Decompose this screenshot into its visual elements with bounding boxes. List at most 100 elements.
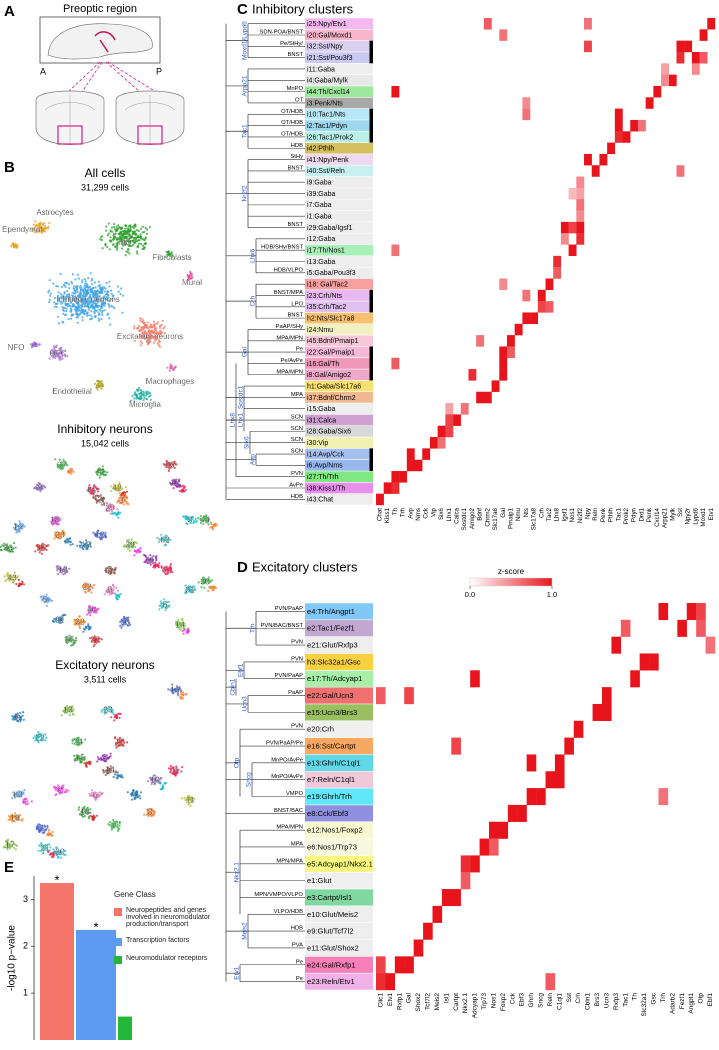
tsne-dot <box>114 592 117 595</box>
column-label: Sostdc1 <box>461 507 468 530</box>
tsne-dot <box>102 535 105 539</box>
tsne-dot <box>86 543 89 547</box>
tsne-dot <box>39 486 42 489</box>
tsne-dot <box>46 227 50 230</box>
heatmap-cell <box>545 973 556 991</box>
tsne-dot <box>101 472 104 475</box>
tsne-dot <box>54 349 57 352</box>
tsne-dot <box>39 230 42 233</box>
tsne-dot <box>166 253 169 256</box>
tsne-dot <box>23 525 26 528</box>
tsne-dot <box>80 286 83 289</box>
tsne-dot <box>54 356 57 359</box>
tsne-dot <box>182 515 185 518</box>
tsne-dot <box>99 793 102 796</box>
tsne-dot <box>158 538 161 542</box>
tsne-dot <box>134 545 137 549</box>
tsne-dot <box>3 575 6 578</box>
tsne-dot <box>91 487 95 490</box>
tsne-dot <box>56 536 60 539</box>
tsne-dot <box>47 544 50 547</box>
tsne-dot <box>70 313 73 316</box>
row-label: e24:Gal/Rxfp1 <box>307 960 356 969</box>
tsne-dot <box>62 458 65 461</box>
tsne-dot <box>53 301 56 304</box>
column-label: Npy <box>585 507 592 519</box>
region-label: MPA/MPN <box>276 369 303 375</box>
region-label: Pe <box>296 959 303 965</box>
tsne-dot <box>145 325 148 328</box>
row-label: i3:Penk/Nts <box>307 100 343 107</box>
heatmap-cell <box>423 922 433 940</box>
cluster-label: 25 <box>65 634 75 644</box>
tsne-dot <box>142 319 145 322</box>
tsne-dot <box>35 827 38 831</box>
tsne-dot <box>79 290 82 294</box>
tree-label: Sncg <box>246 772 253 787</box>
heatmap-cell <box>526 754 537 772</box>
tsne-dot <box>59 468 63 471</box>
heatmap-cell <box>499 369 508 381</box>
tsne-dot <box>85 765 88 768</box>
tsne-dot <box>88 541 91 544</box>
tsne-dot <box>124 486 127 489</box>
tsne-dot <box>71 297 75 300</box>
tsne-dot <box>138 392 141 395</box>
group-bar <box>369 108 373 143</box>
tsne-dot <box>93 311 96 315</box>
tsne-dot <box>82 294 85 297</box>
heatmap-cell <box>696 603 706 621</box>
panel-title: Inhibitory clusters <box>252 1 354 16</box>
tsne-dot <box>123 491 126 494</box>
row-label: i45:Bdnf/Pmaip1 <box>307 338 358 345</box>
tsne-dot <box>20 583 23 586</box>
tsne-dot <box>169 481 172 484</box>
tsne-dot <box>91 818 94 821</box>
tsne-dot <box>132 227 136 230</box>
region-label: AvPe <box>289 483 303 489</box>
tsne-dot <box>109 236 112 239</box>
tree-label: Arpp21 <box>242 75 249 96</box>
cluster-label: Inhibitory neurons <box>56 295 120 304</box>
tsne-dot <box>62 283 65 287</box>
heatmap-cell <box>591 165 600 177</box>
tsne-dot <box>52 522 55 525</box>
cluster-label: 40 <box>87 604 97 614</box>
cluster-label: 32 <box>75 616 85 626</box>
cluster-label: Microglia <box>129 400 162 409</box>
row-label: i6:Avp/Nms <box>307 463 343 470</box>
tsne-dot <box>85 762 88 765</box>
tsne-dot <box>66 289 69 293</box>
tsne-dot <box>116 598 119 601</box>
tsne-dot <box>103 470 106 473</box>
heatmap-cell <box>429 437 438 449</box>
tsne-dot <box>122 232 125 235</box>
tsne-dot <box>72 313 75 316</box>
tsne-dot <box>92 292 95 295</box>
tsne-dot <box>102 302 105 305</box>
tsne-dot <box>63 353 66 356</box>
y-tick-label: 1 <box>23 988 28 998</box>
heatmap-cell <box>391 85 400 98</box>
row-label: e21:Glut/Rxfp3 <box>307 641 358 650</box>
tsne-dot <box>48 289 51 292</box>
tsne-dot <box>91 277 94 280</box>
tsne-dot <box>129 793 132 796</box>
legend: Gene Class Neuropeptides and genes invol… <box>114 890 224 973</box>
tsne-dot <box>184 488 187 491</box>
tsne-dot <box>167 688 170 691</box>
tsne-dot <box>105 297 108 301</box>
tsne-dot <box>97 280 100 283</box>
tsne-dot <box>149 333 152 336</box>
heatmap-cell <box>620 619 631 637</box>
heatmap-cell <box>637 119 646 132</box>
panel-letter: E <box>4 859 14 876</box>
tsne-dot <box>112 234 115 237</box>
tsne-dot <box>53 305 56 308</box>
heatmap-cell <box>599 153 608 166</box>
tsne-dot <box>66 464 69 467</box>
tsne-dot <box>160 777 163 780</box>
tsne-dot <box>111 506 114 509</box>
cluster-label: Mural <box>182 278 202 287</box>
tsne-dot <box>113 568 116 572</box>
